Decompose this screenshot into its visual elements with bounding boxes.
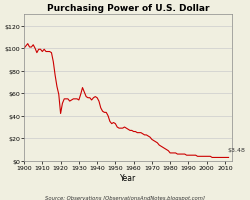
X-axis label: Year: Year: [120, 173, 136, 182]
Text: Source: Observations [ObservationsAndNotes.blogspot.com]: Source: Observations [ObservationsAndNot…: [45, 195, 205, 200]
Text: $3.48: $3.48: [228, 147, 246, 152]
Title: Purchasing Power of U.S. Dollar: Purchasing Power of U.S. Dollar: [47, 4, 209, 13]
